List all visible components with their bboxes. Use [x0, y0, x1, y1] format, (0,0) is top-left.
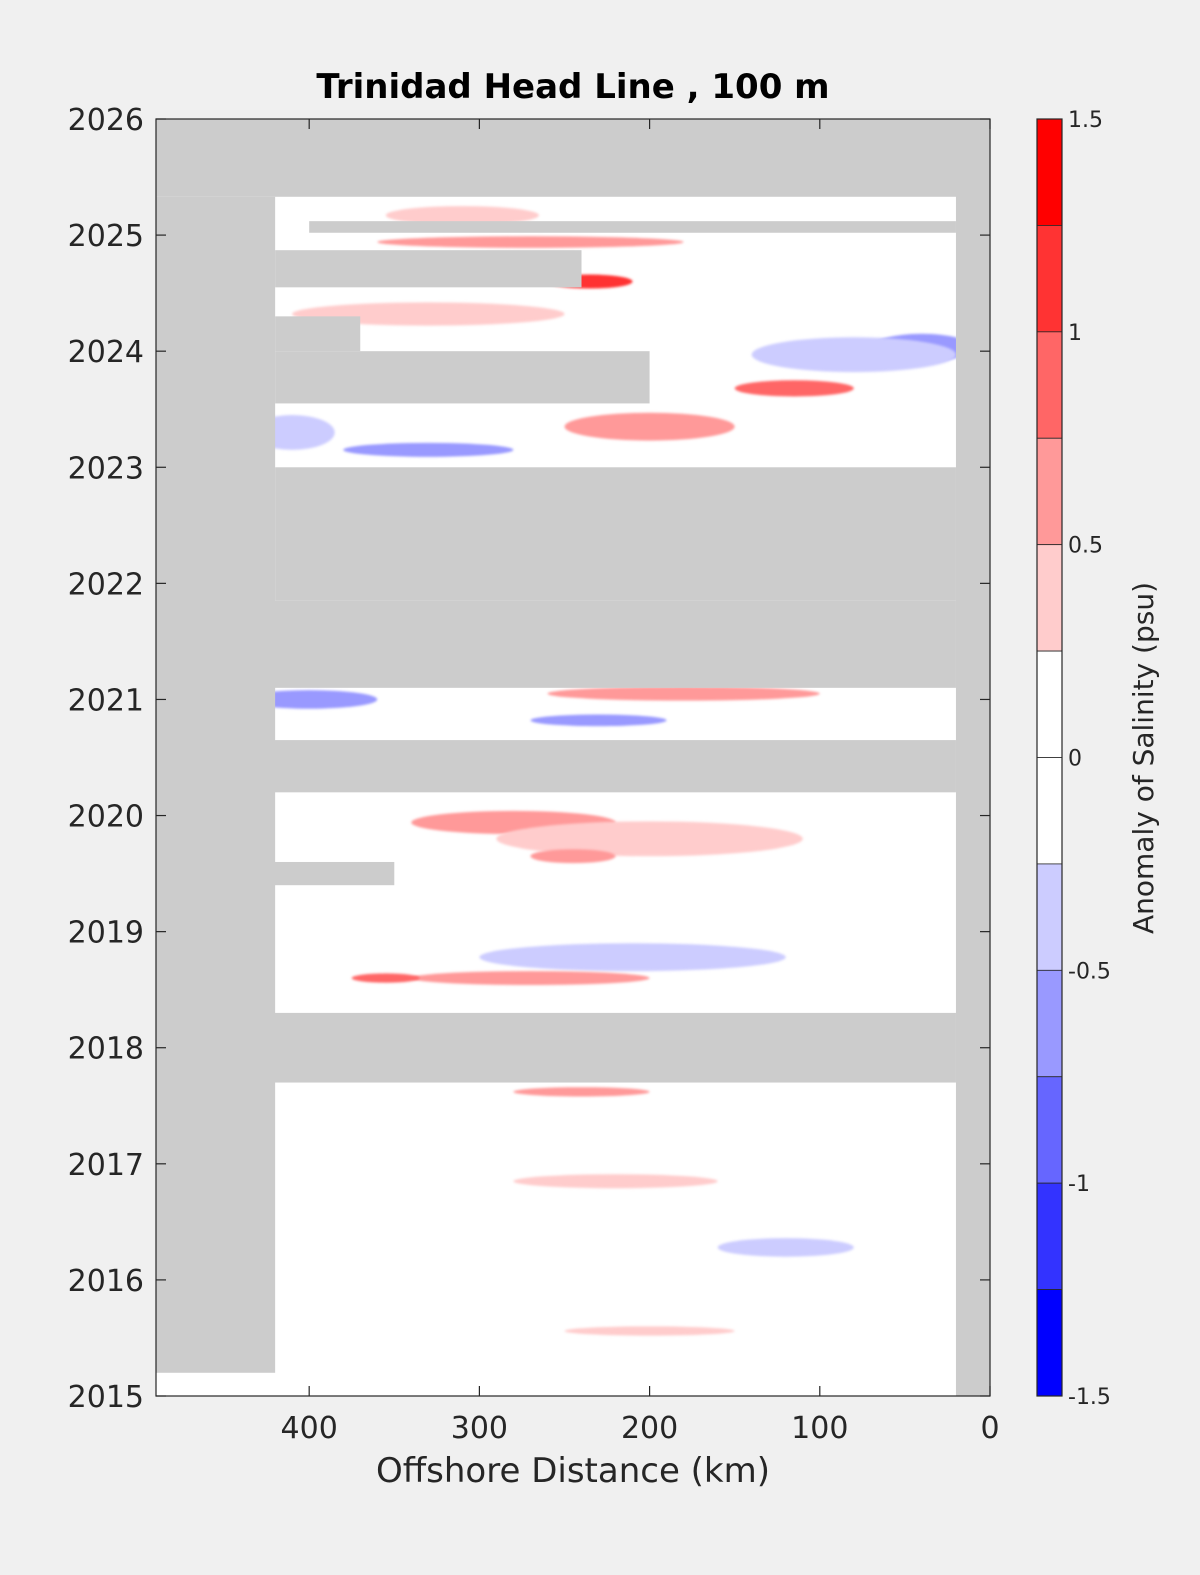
missing-data-regions: [156, 119, 990, 1396]
colorbar-tick-label-5: -1: [1068, 1172, 1090, 1197]
anomaly-feature-23: [513, 1087, 650, 1097]
anomaly-feature-11: [241, 690, 378, 709]
colorbar-level-5: [1036, 650, 1063, 758]
colorbar-tick-label-0: 1.5: [1068, 108, 1103, 133]
anomaly-feature-16: [530, 849, 616, 864]
anomaly-features: [156, 206, 973, 1336]
x-tick-label-300: 300: [451, 1411, 508, 1446]
colorbar-tick-label-2: 0.5: [1068, 534, 1103, 559]
anomaly-feature-5: [751, 337, 956, 373]
plot-area: [156, 119, 990, 1396]
missing-region-10: [156, 1012, 956, 1083]
y-tick-label-2022: 2022: [68, 567, 144, 602]
y-tick-label-2023: 2023: [68, 451, 144, 486]
anomaly-feature-26: [717, 1238, 854, 1257]
colorbar-level-9: [1036, 1076, 1063, 1184]
x-axis-label: Offshore Distance (km): [376, 1451, 770, 1491]
y-tick-label-2016: 2016: [68, 1264, 144, 1299]
colorbar-level-1: [1036, 225, 1063, 333]
missing-region-7: [275, 467, 956, 601]
y-tick-label-2018: 2018: [68, 1032, 144, 1067]
y-tick-label-2017: 2017: [68, 1148, 144, 1183]
missing-region-0: [156, 119, 990, 197]
y-tick-label-2025: 2025: [68, 219, 144, 254]
colorbar-tick-label-6: -1.5: [1068, 1385, 1111, 1410]
x-tick-label-0: 0: [980, 1411, 999, 1446]
missing-region-4: [275, 250, 582, 288]
missing-region-5: [275, 316, 361, 352]
missing-region-1: [955, 119, 990, 1396]
colorbar-level-4: [1036, 544, 1063, 652]
colorbar-level-7: [1036, 863, 1063, 971]
missing-region-11: [156, 861, 395, 886]
colorbar-level-3: [1036, 437, 1063, 546]
anomaly-feature-25: [564, 1326, 735, 1336]
y-tick-label-2024: 2024: [68, 335, 144, 370]
chart-title: Trinidad Head Line , 100 m: [316, 67, 829, 107]
x-axis: 400 300 200 100 0: [281, 119, 1000, 1446]
x-tick-label-100: 100: [791, 1411, 848, 1446]
anomaly-feature-0: [385, 206, 539, 225]
anomaly-feature-20: [411, 971, 650, 986]
x-tick-label-200: 200: [621, 1411, 678, 1446]
colorbar-level-2: [1036, 331, 1063, 439]
missing-region-9: [156, 740, 956, 793]
anomaly-feature-7: [564, 412, 735, 441]
anomaly-feature-6: [734, 380, 854, 397]
colorbar-tick-label-3: 0: [1068, 747, 1082, 772]
missing-region-3: [309, 221, 956, 233]
y-tick-label-2019: 2019: [68, 916, 144, 951]
y-tick-label-2015: 2015: [68, 1380, 144, 1415]
colorbar-tick-label-4: -0.5: [1068, 959, 1111, 984]
anomaly-feature-1: [377, 236, 684, 248]
anomaly-feature-13: [530, 714, 667, 727]
y-tick-label-2020: 2020: [68, 800, 144, 835]
anomaly-feature-8: [343, 442, 514, 457]
missing-region-8: [156, 600, 956, 688]
anomaly-feature-24: [513, 1174, 718, 1189]
anomaly-feature-15: [496, 821, 803, 857]
missing-region-6: [275, 351, 650, 404]
colorbar-frame: [1036, 118, 1063, 1397]
colorbar-level-10: [1036, 1182, 1063, 1290]
y-axis: 2015 2016 2017 2018 2019 2020 2021 2022 2023 2024…: [68, 103, 990, 1415]
x-tick-label-400: 400: [281, 1411, 338, 1446]
y-tick-label-2021: 2021: [68, 683, 144, 718]
colorbar: 1.5 1 0.5 0 -0.5 -1 -1.5: [1036, 108, 1111, 1410]
anomaly-feature-21: [351, 973, 420, 983]
y-tick-label-2026: 2026: [68, 103, 144, 138]
colorbar-tick-label-1: 1: [1068, 321, 1082, 346]
colorbar-level-0: [1036, 118, 1063, 226]
colorbar-label: Anomaly of Salinity (psu): [1127, 582, 1160, 934]
anomaly-feature-12: [547, 686, 820, 701]
colorbar-level-6: [1036, 757, 1063, 865]
plot-frame: [155, 118, 991, 1397]
anomaly-feature-19: [479, 943, 786, 972]
colorbar-level-8: [1036, 969, 1063, 1078]
colorbar-level-11: [1036, 1289, 1063, 1397]
